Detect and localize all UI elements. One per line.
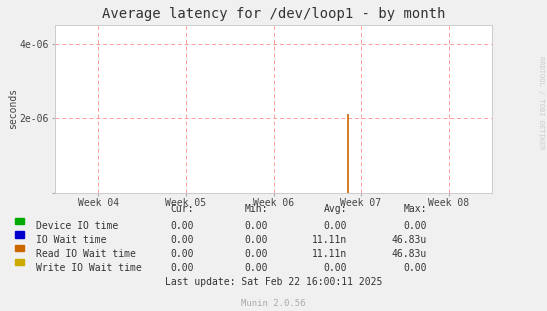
- Text: Last update: Sat Feb 22 16:00:11 2025: Last update: Sat Feb 22 16:00:11 2025: [165, 277, 382, 287]
- Title: Average latency for /dev/loop1 - by month: Average latency for /dev/loop1 - by mont…: [102, 7, 445, 21]
- Text: 0.00: 0.00: [171, 221, 194, 231]
- Text: Max:: Max:: [403, 204, 427, 214]
- Text: Device IO time: Device IO time: [36, 221, 118, 231]
- Text: 0.00: 0.00: [324, 263, 347, 273]
- Text: Avg:: Avg:: [324, 204, 347, 214]
- Text: 46.83u: 46.83u: [392, 235, 427, 245]
- Text: RRDTOOL / TOBI OETIKER: RRDTOOL / TOBI OETIKER: [538, 56, 544, 149]
- Text: 0.00: 0.00: [245, 221, 268, 231]
- Text: Munin 2.0.56: Munin 2.0.56: [241, 299, 306, 308]
- Text: 0.00: 0.00: [403, 221, 427, 231]
- Text: 0.00: 0.00: [171, 249, 194, 259]
- Y-axis label: seconds: seconds: [8, 88, 19, 129]
- Text: 11.11n: 11.11n: [312, 235, 347, 245]
- Text: Min:: Min:: [245, 204, 268, 214]
- Text: Read IO Wait time: Read IO Wait time: [36, 249, 136, 259]
- Text: 0.00: 0.00: [171, 235, 194, 245]
- Text: 0.00: 0.00: [245, 249, 268, 259]
- Text: 0.00: 0.00: [245, 235, 268, 245]
- Text: 11.11n: 11.11n: [312, 249, 347, 259]
- Text: 0.00: 0.00: [403, 263, 427, 273]
- Text: Write IO Wait time: Write IO Wait time: [36, 263, 141, 273]
- Text: 0.00: 0.00: [245, 263, 268, 273]
- Text: 0.00: 0.00: [171, 263, 194, 273]
- Text: IO Wait time: IO Wait time: [36, 235, 106, 245]
- Text: 0.00: 0.00: [324, 221, 347, 231]
- Text: 46.83u: 46.83u: [392, 249, 427, 259]
- Text: Cur:: Cur:: [171, 204, 194, 214]
